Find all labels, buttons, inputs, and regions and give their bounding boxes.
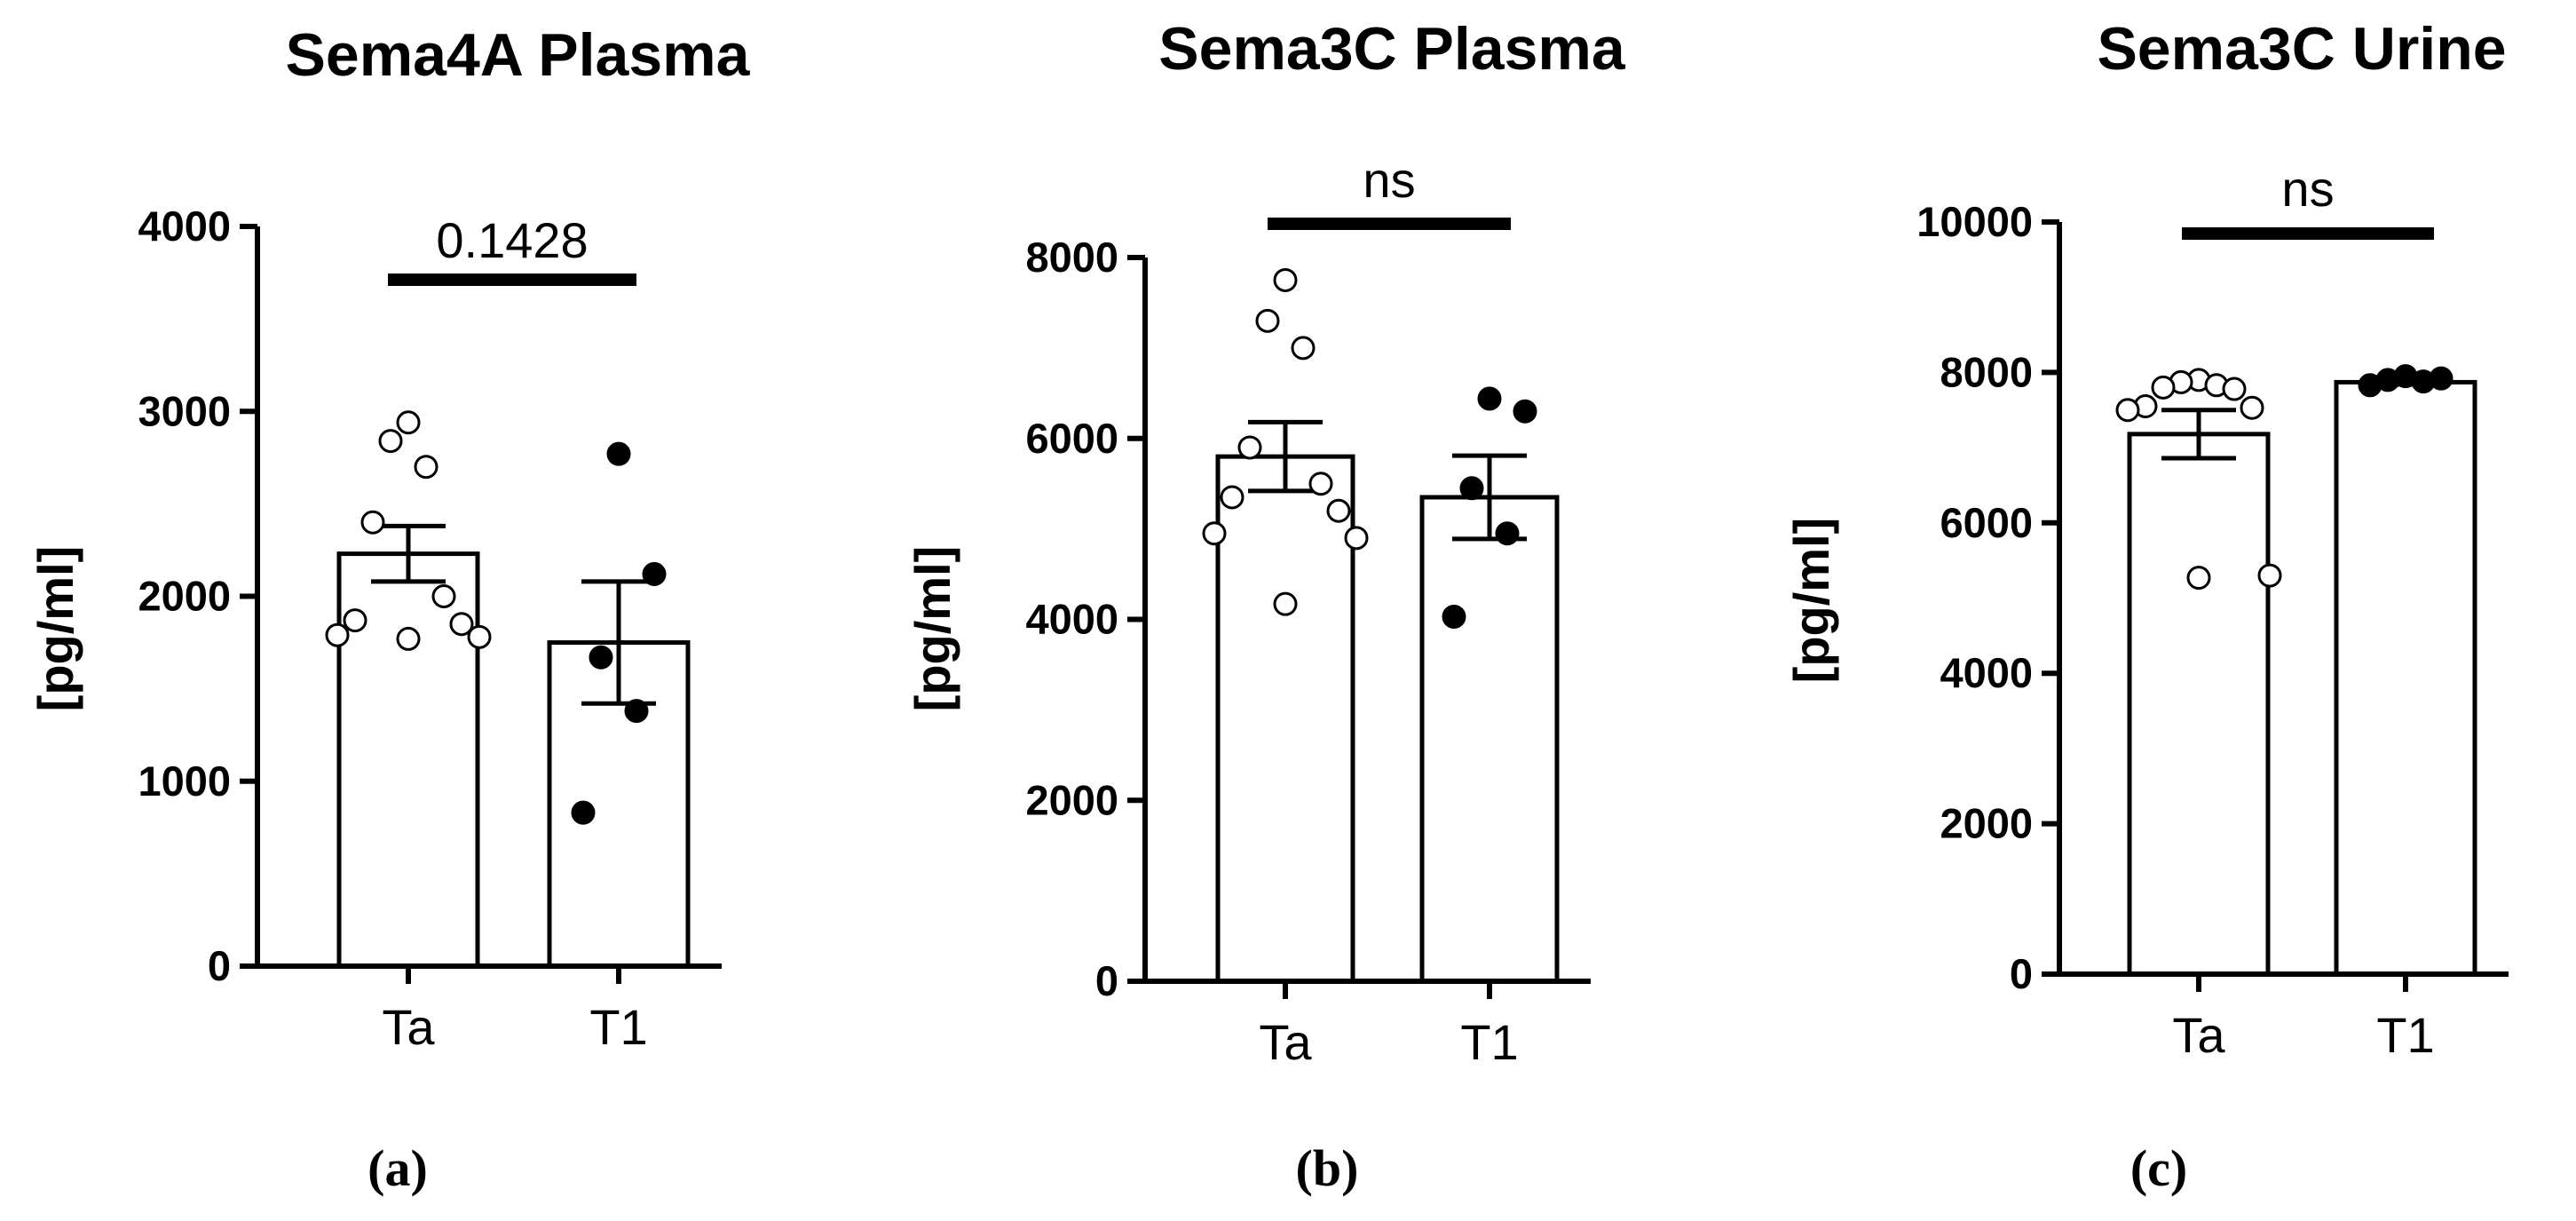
y-axis-ticks: 0 2000 4000 6000 8000	[1025, 234, 1118, 1004]
comparison-label: 0.1428	[436, 212, 588, 268]
y-tick-label: 2000	[138, 573, 231, 620]
data-point	[2358, 373, 2382, 398]
chart-marks	[240, 224, 722, 984]
data-point	[2257, 563, 2282, 588]
data-point	[1344, 526, 1369, 551]
data-point	[1442, 604, 1466, 629]
x-category-label: T1	[1460, 1014, 1518, 1070]
x-category-label: Ta	[382, 999, 435, 1055]
y-tick-label: 2000	[1025, 776, 1118, 823]
y-tick-label: 8000	[1025, 234, 1118, 281]
data-point	[571, 800, 596, 825]
chart-marks	[2042, 219, 2509, 992]
data-point	[2411, 369, 2436, 394]
data-point	[589, 645, 613, 670]
chart-title: Sema3C Urine	[2097, 15, 2506, 83]
data-point	[1495, 521, 1520, 546]
data-point	[2222, 377, 2247, 401]
bar	[2334, 379, 2477, 977]
bar	[2127, 432, 2271, 977]
bar	[1215, 454, 1355, 984]
panel-b-chart: Sema3C Plasma [pg/ml] (b) 0 2000 4000 60…	[905, 15, 1626, 1197]
y-axis-label: [pg/ml]	[1783, 518, 1839, 684]
comparison-label: ns	[2281, 161, 2334, 217]
y-tick-label: 0	[2010, 950, 2033, 997]
data-point	[414, 455, 439, 480]
panel-label: (c)	[2130, 1139, 2187, 1197]
x-category-label: T1	[589, 999, 647, 1055]
y-tick-label: 6000	[1940, 499, 2033, 546]
data-point	[1291, 336, 1316, 361]
data-point	[624, 699, 649, 724]
panel-label: (b)	[1296, 1139, 1359, 1197]
y-tick-label: 0	[1095, 957, 1118, 1004]
data-point	[2115, 398, 2140, 423]
bar	[1419, 495, 1560, 984]
data-point	[1477, 386, 1502, 411]
x-axis-categories: Ta T1	[1259, 1014, 1518, 1070]
y-axis-label: [pg/ml]	[28, 546, 83, 712]
chart-marks	[1127, 218, 1591, 999]
x-axis-categories: Ta T1	[2172, 1007, 2434, 1063]
data-point	[1255, 308, 1280, 333]
y-tick-label: 4000	[1940, 649, 2033, 696]
data-point	[1308, 472, 1333, 496]
data-point	[2151, 375, 2176, 400]
y-tick-label: 3000	[138, 387, 231, 434]
data-point	[431, 584, 456, 608]
data-point	[1459, 476, 1484, 501]
data-point	[1513, 399, 1537, 424]
y-axis-ticks: 0 2000 4000 6000 8000 10000	[1916, 198, 2033, 997]
panel-c-chart: Sema3C Urine [pg/ml] (c) 0 2000 4000 600…	[1783, 15, 2509, 1197]
data-point	[449, 612, 474, 637]
data-point	[2240, 395, 2264, 420]
data-point	[1273, 591, 1298, 616]
data-point	[642, 562, 667, 587]
panel-a-chart: Sema4A Plasma [pg/ml] (a) 0 1000 2000 30…	[28, 21, 751, 1197]
y-tick-label: 4000	[138, 202, 231, 250]
data-point	[1326, 498, 1351, 523]
data-point	[1273, 267, 1298, 292]
data-point	[1237, 435, 1262, 460]
x-category-label: Ta	[2172, 1007, 2225, 1063]
data-point	[378, 429, 403, 454]
y-axis-label: [pg/ml]	[905, 546, 960, 712]
data-point	[1220, 485, 1245, 510]
y-tick-label: 2000	[1940, 800, 2033, 847]
y-tick-label: 10000	[1916, 198, 2033, 245]
x-axis-categories: Ta T1	[382, 999, 647, 1055]
data-point	[396, 626, 421, 651]
chart-title: Sema4A Plasma	[286, 21, 751, 89]
data-point	[1202, 521, 1227, 546]
data-point	[325, 622, 350, 647]
data-point	[467, 624, 492, 649]
data-point	[396, 410, 421, 435]
y-axis-ticks: 0 1000 2000 3000 4000	[138, 202, 231, 989]
data-point	[606, 441, 631, 466]
y-tick-label: 8000	[1940, 348, 2033, 395]
y-tick-label: 4000	[1025, 596, 1118, 643]
y-tick-label: 0	[208, 942, 231, 989]
data-point	[343, 608, 367, 633]
x-category-label: Ta	[1259, 1014, 1312, 1070]
data-point	[2186, 566, 2211, 591]
y-tick-label: 1000	[138, 757, 231, 805]
chart-title: Sema3C Plasma	[1158, 15, 1626, 83]
comparison-label: ns	[1363, 152, 1415, 208]
data-point	[360, 510, 385, 535]
x-category-label: T1	[2376, 1007, 2434, 1063]
y-tick-label: 6000	[1025, 415, 1118, 462]
panel-label: (a)	[367, 1139, 428, 1197]
